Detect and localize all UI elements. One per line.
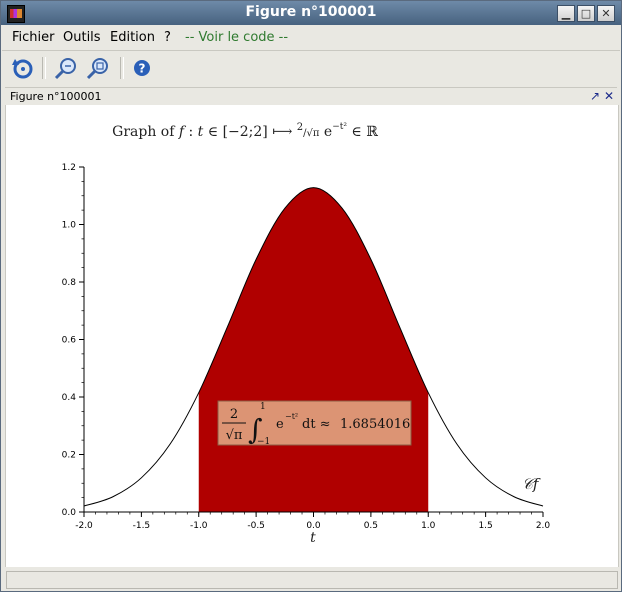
zoom-out-button[interactable] [86,56,110,80]
annotation-box [217,400,412,446]
title-bar[interactable]: Figure n°100001 ▁ □ ✕ [1,1,621,25]
y-tick-label: 0.4 [62,393,77,403]
annotation-exponent: −t² [285,412,298,421]
x-tick-label: 1.0 [421,521,436,531]
help-icon: ? [134,60,150,76]
annotation-fraction-denominator: √π [226,428,243,443]
annotation-lower-bound: −1 [257,437,270,447]
zoom-in-icon [54,58,76,80]
menu-help[interactable]: ? [164,30,171,45]
annotation-integral-sign: ∫ [248,413,263,446]
x-tick-label: -1.5 [133,521,151,531]
status-bar [6,571,618,589]
y-tick-label: 1.0 [62,221,77,231]
annotation-fraction-numerator: 2 [230,407,238,422]
view-code-link[interactable]: -- Voir le code -- [185,30,289,45]
integral-annotation: 2 √π ∫ 1 −1 e −t² dt ≈ 1.6854016 [217,400,412,447]
close-button[interactable]: ✕ [597,5,615,22]
undock-icon[interactable]: ↗ [590,89,601,103]
y-tick-label: 0.0 [62,508,77,518]
maximize-button[interactable]: □ [577,5,595,22]
x-tick-label: 0.5 [364,521,378,531]
menu-fichier[interactable]: Fichier [12,30,55,45]
plot-area: Graph of f : t ∈ [−2;2] ⟼ 2/√π e−t² ∈ ℝ … [62,122,551,546]
x-tick-label: -2.0 [75,521,93,531]
annotation-value: 1.6854016 [340,417,410,432]
y-tick-label: 0.2 [62,451,76,461]
menu-outils[interactable]: Outils [63,30,101,45]
minimize-button[interactable]: ▁ [557,5,575,22]
svg-text:?: ? [139,62,146,76]
shaded-area [198,187,429,512]
panel-title: Figure n°100001 [10,90,102,103]
series-line [83,187,544,507]
rotate-button[interactable] [10,56,34,80]
toolbar: ? [2,51,620,85]
rotate-icon [12,59,33,79]
toolbar-separator [42,57,46,79]
app-icon[interactable] [7,5,25,23]
figure-canvas: Graph of f : t ∈ [−2;2] ⟼ 2/√π e−t² ∈ ℝ … [5,105,619,567]
x-tick-label: 2.0 [536,521,551,531]
y-tick-label: 1.2 [62,163,76,173]
zoom-in-button[interactable] [54,56,78,80]
help-button[interactable]: ? [130,56,154,80]
window-title: Figure n°100001 [245,4,377,20]
x-tick-label: -0.5 [247,521,265,531]
chart-title: Graph of f : t ∈ [−2;2] ⟼ 2/√π e−t² ∈ ℝ [112,122,378,140]
annotation-integrand: e [276,417,284,432]
menu-edition[interactable]: Edition [110,30,155,45]
x-tick-label: 0.0 [306,521,321,531]
x-tick-label: -1.0 [190,521,208,531]
close-panel-icon[interactable]: ✕ [604,89,615,103]
annotation-upper-bound: 1 [260,402,266,412]
curve-label: 𝒞f [522,475,541,493]
toolbar-separator [120,57,124,79]
y-tick-label: 0.6 [62,336,77,346]
annotation-differential: dt ≈ [302,417,331,432]
y-tick-label: 0.8 [62,278,77,288]
menu-bar: Fichier Outils Edition ? -- Voir le code… [2,26,620,51]
x-axis-label: t [310,530,316,546]
figure-panel-header: Figure n°100001 ↗ ✕ [5,87,617,107]
x-tick-label: 1.5 [478,521,492,531]
zoom-out-icon [86,58,108,80]
